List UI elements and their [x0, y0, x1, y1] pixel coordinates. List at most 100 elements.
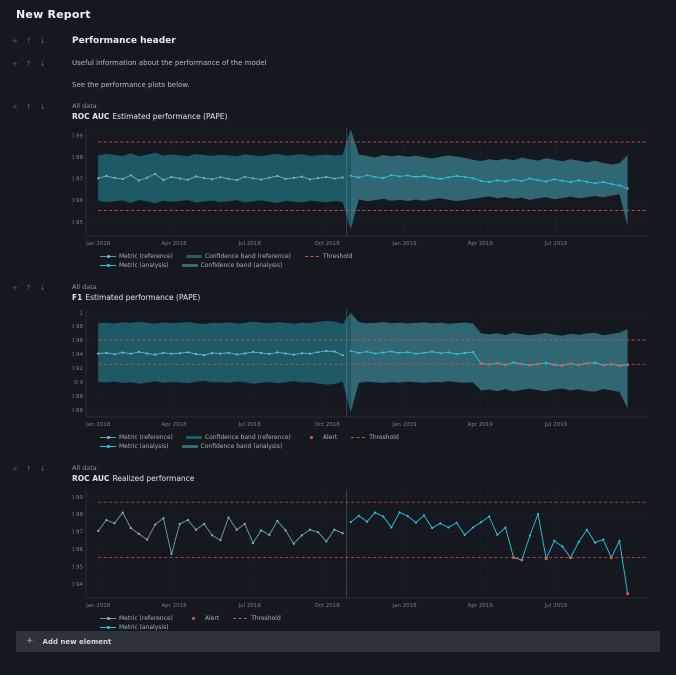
svg-text:0.95: 0.95 [72, 220, 83, 226]
element-controls: + ↑ ↓ [0, 283, 72, 451]
svg-text:Jan 2018: Jan 2018 [85, 241, 111, 247]
svg-text:Jul 2018: Jul 2018 [238, 241, 262, 247]
legend-item[interactable]: Confidence band (reference) [186, 434, 291, 441]
add-element-icon[interactable]: + [12, 60, 18, 89]
legend-label: Metric (reference) [119, 253, 173, 260]
legend-label: Confidence band (analysis) [201, 262, 283, 269]
report-element-chart-roc-auc-estimated[interactable]: + ↑ ↓ All data ROC AUCEstimated performa… [0, 102, 676, 270]
add-new-element-button[interactable]: + Add new element [16, 631, 660, 652]
text-element-paragraph-1[interactable]: Useful information about the performance… [72, 59, 676, 67]
svg-text:Jul 2019: Jul 2019 [544, 241, 568, 247]
legend-label: Metric (analysis) [119, 262, 169, 269]
move-up-icon[interactable]: ↑ [26, 465, 32, 632]
report-element-chart-roc-auc-realized[interactable]: + ↑ ↓ All data ROC AUCRealized performan… [0, 464, 676, 632]
report-page: New Report + ↑ ↓ Performance header + ↑ … [0, 0, 676, 675]
move-down-icon[interactable]: ↓ [40, 60, 46, 89]
add-element-icon[interactable]: + [12, 37, 18, 46]
chart-legend: Metric (reference) Alert Threshold Metric (… [72, 614, 676, 632]
chart-title-rest: Estimated performance (PAPE) [112, 112, 227, 121]
legend-item[interactable]: Metric (reference) [100, 253, 173, 260]
report-elements: + ↑ ↓ Performance header + ↑ ↓ Useful in… [0, 36, 676, 632]
add-element-icon[interactable]: + [12, 103, 18, 270]
legend-item[interactable]: Confidence band (analysis) [182, 443, 283, 450]
legend-label: Threshold [369, 434, 399, 441]
chart-metric-name: F1 [72, 293, 82, 302]
svg-text:0.88: 0.88 [72, 394, 83, 400]
svg-text:0.98: 0.98 [72, 512, 83, 518]
legend-item[interactable]: Alert [304, 434, 337, 441]
legend-item[interactable]: Metric (analysis) [100, 262, 169, 269]
chart-metric-name: ROC AUC [72, 474, 109, 483]
svg-text:0.97: 0.97 [72, 530, 83, 536]
move-down-icon[interactable]: ↓ [40, 103, 46, 270]
legend-label: Metric (reference) [119, 434, 173, 441]
chart-metric-name: ROC AUC [72, 112, 109, 121]
plus-icon: + [26, 637, 34, 646]
svg-text:0.97: 0.97 [72, 177, 83, 183]
report-element-chart-f1-estimated[interactable]: + ↑ ↓ All data F1Estimated performance (… [0, 283, 676, 451]
legend-label: Metric (analysis) [119, 443, 169, 450]
header-element-text[interactable]: Performance header [72, 36, 676, 46]
move-down-icon[interactable]: ↓ [40, 37, 46, 46]
element-controls: + ↑ ↓ [0, 36, 72, 46]
legend-item[interactable]: Metric (reference) [100, 434, 173, 441]
legend-item[interactable]: Confidence band (analysis) [182, 262, 283, 269]
legend-item[interactable]: Threshold [232, 615, 281, 622]
move-up-icon[interactable]: ↑ [26, 37, 32, 46]
chart-legend: Metric (reference) Confidence band (refer… [72, 433, 676, 451]
svg-text:Jul 2018: Jul 2018 [238, 603, 262, 609]
text-element-paragraph-2[interactable]: See the performance plots below. [72, 81, 676, 89]
chart-eyebrow: All data [72, 283, 676, 291]
element-controls: + ↑ ↓ [0, 102, 72, 270]
legend-label: Metric (analysis) [119, 624, 169, 631]
legend-item[interactable]: Confidence band (reference) [186, 253, 291, 260]
svg-text:0.99: 0.99 [72, 133, 83, 139]
add-element-icon[interactable]: + [12, 284, 18, 451]
svg-text:0.99: 0.99 [72, 495, 83, 501]
element-controls: + ↑ ↓ [0, 464, 72, 632]
chart-title: F1Estimated performance (PAPE) [72, 293, 676, 302]
svg-text:0.94: 0.94 [72, 352, 83, 358]
legend-label: Alert [323, 434, 337, 441]
chart-canvas: 0.860.880.90.920.940.960.981Jan 2018Apr … [72, 305, 652, 433]
svg-text:0.9: 0.9 [74, 380, 83, 386]
move-up-icon[interactable]: ↑ [26, 60, 32, 89]
legend-item[interactable]: Metric (analysis) [100, 624, 169, 631]
move-up-icon[interactable]: ↑ [26, 103, 32, 270]
legend-item[interactable]: Metric (analysis) [100, 443, 169, 450]
add-element-icon[interactable]: + [12, 465, 18, 632]
svg-text:Jan 2019: Jan 2019 [391, 422, 417, 428]
legend-item[interactable]: Threshold [304, 253, 353, 260]
svg-text:Apr 2018: Apr 2018 [161, 603, 187, 609]
svg-text:Jul 2019: Jul 2019 [544, 422, 568, 428]
svg-text:1: 1 [80, 310, 84, 316]
legend-item[interactable]: Threshold [350, 434, 399, 441]
svg-text:Apr 2019: Apr 2019 [468, 241, 494, 247]
svg-text:0.98: 0.98 [72, 155, 83, 161]
svg-text:0.98: 0.98 [72, 324, 83, 330]
svg-text:Apr 2019: Apr 2019 [468, 603, 494, 609]
svg-text:0.96: 0.96 [72, 338, 83, 344]
legend-item[interactable]: Alert [186, 615, 219, 622]
chart-canvas: 0.950.960.970.980.99Jan 2018Apr 2018Jul … [72, 124, 652, 252]
svg-text:Jul 2018: Jul 2018 [238, 422, 262, 428]
chart-eyebrow: All data [72, 102, 676, 110]
move-up-icon[interactable]: ↑ [26, 284, 32, 451]
svg-text:Jul 2019: Jul 2019 [544, 603, 568, 609]
chart-title-rest: Realized performance [112, 474, 194, 483]
svg-text:Jan 2018: Jan 2018 [85, 603, 111, 609]
svg-text:0.94: 0.94 [72, 582, 83, 588]
legend-label: Threshold [323, 253, 353, 260]
chart-title-rest: Estimated performance (PAPE) [85, 293, 200, 302]
move-down-icon[interactable]: ↓ [40, 465, 46, 632]
svg-text:Apr 2019: Apr 2019 [468, 422, 494, 428]
chart-title: ROC AUCRealized performance [72, 474, 676, 483]
legend-label: Confidence band (analysis) [201, 443, 283, 450]
legend-label: Metric (reference) [119, 615, 173, 622]
svg-text:0.86: 0.86 [72, 408, 83, 414]
move-down-icon[interactable]: ↓ [40, 284, 46, 451]
legend-item[interactable]: Metric (reference) [100, 615, 173, 622]
svg-text:Jan 2018: Jan 2018 [85, 422, 111, 428]
svg-text:0.95: 0.95 [72, 564, 83, 570]
page-title: New Report [0, 0, 676, 21]
